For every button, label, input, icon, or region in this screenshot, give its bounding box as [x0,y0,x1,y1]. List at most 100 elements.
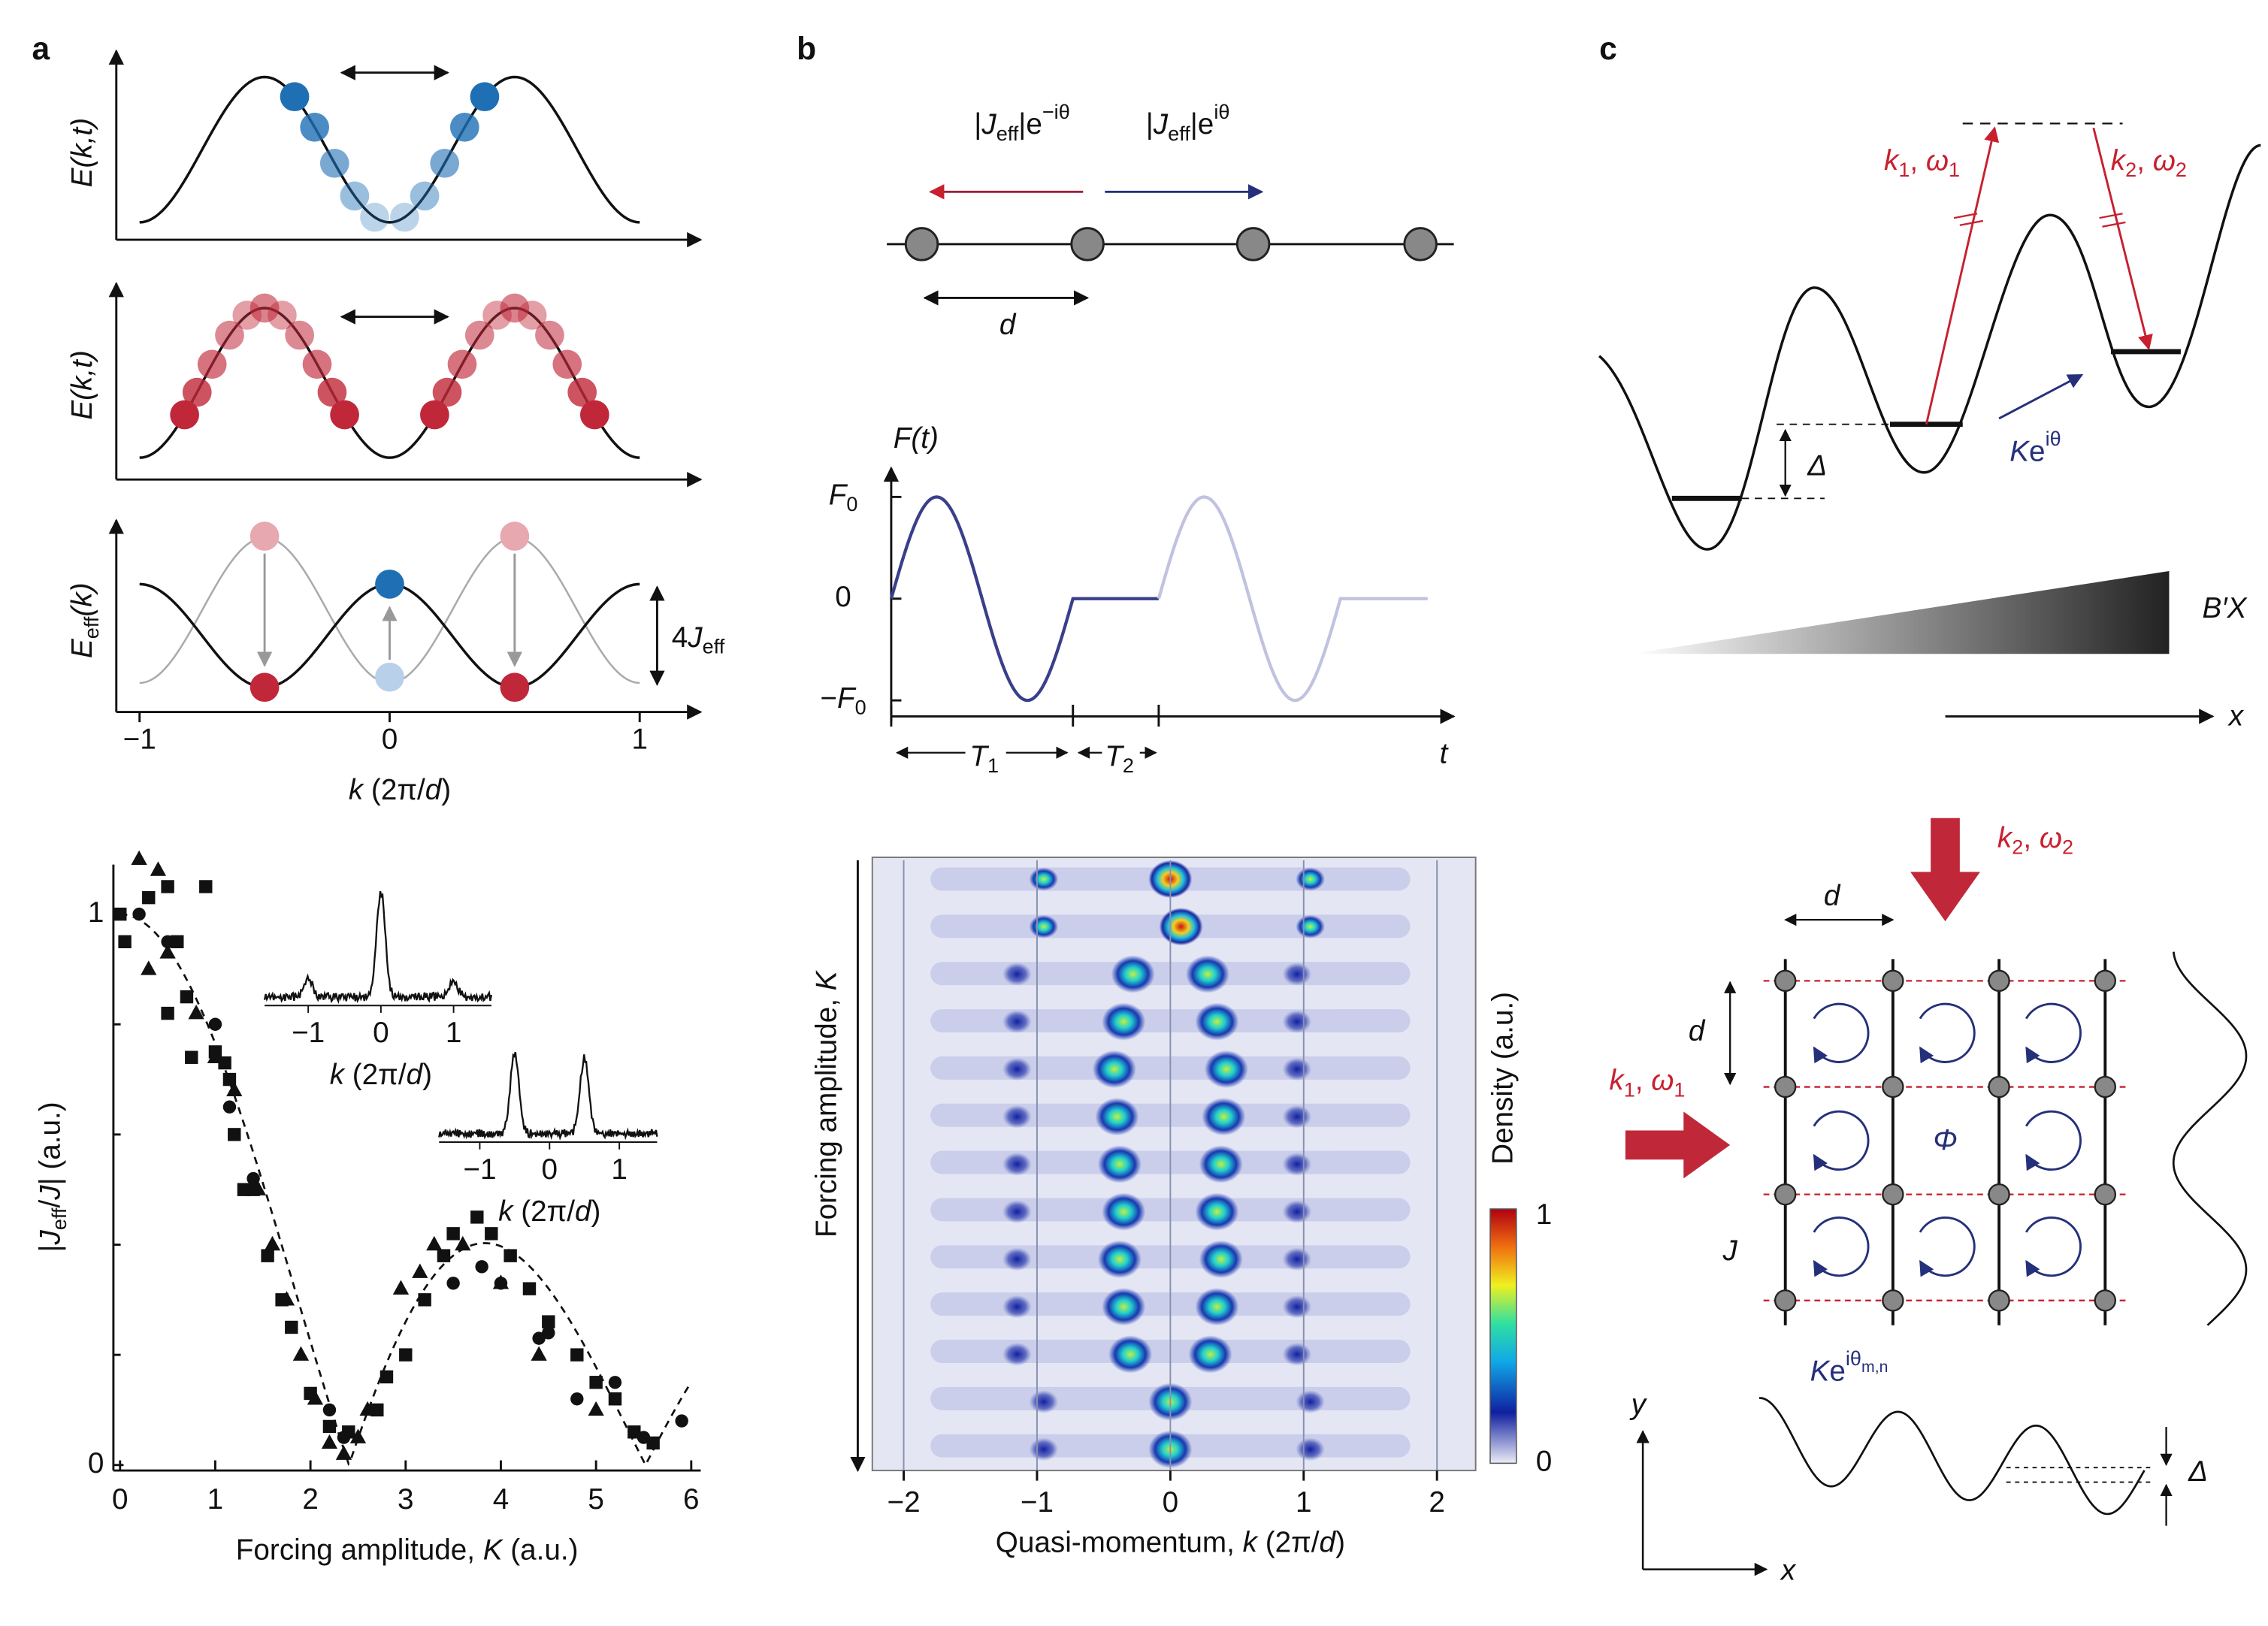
colorbar [1489,1208,1517,1464]
point [475,1260,488,1274]
curve [139,75,640,224]
y-tick-label: −F0 [820,682,866,719]
label-part: Φ [1933,1124,1957,1156]
site [904,227,939,261]
site [2094,1289,2117,1312]
label-part: k [1884,145,1900,177]
site [1070,227,1105,261]
x-tick-label: −1 [123,723,156,755]
x-tick-label: −1 [463,1153,496,1186]
density-peak [1097,1145,1142,1183]
label-part: d [407,1059,424,1091]
label-part: J [981,108,996,141]
point [359,1401,376,1416]
gradient-label: B′X [2203,592,2248,624]
site [1774,1183,1797,1206]
x-tick-label: 1 [446,1017,462,1049]
density-peak [1002,1295,1032,1319]
label-part: 0 [855,696,866,719]
drive-curve [1157,495,1428,703]
point [159,944,176,959]
point [321,1434,338,1449]
label-part: k [330,1059,346,1091]
label-part: (k) [66,583,98,617]
colorbar-tick-label: 0 [1536,1446,1553,1478]
point [531,1346,547,1361]
particle [375,570,404,599]
particle [249,293,280,323]
label-part: | [35,1244,67,1252]
label-bg [1102,738,1140,770]
label-part: k [1609,1065,1625,1097]
label-part: J [1153,108,1169,141]
density-peak [1282,1342,1312,1366]
particle [449,112,479,142]
density-peak [1029,914,1059,938]
beam-arrow [1910,818,1980,922]
point [150,861,167,876]
particle [500,293,530,323]
label-part: (a.u.) [503,1534,579,1567]
point [218,1056,231,1070]
density-peak [1102,1192,1146,1231]
x-tick-label: 2 [302,1483,319,1516]
density-peak [1199,1240,1243,1279]
density-peak [1002,1010,1032,1034]
distance-label: d [1824,880,1841,912]
point [446,1227,460,1241]
particle [390,202,419,232]
particle [500,521,530,551]
point [207,1048,224,1063]
point [542,1315,555,1328]
coupling-label: Keiθm,n [1810,1346,1888,1387]
density-peak [1296,1390,1325,1414]
x-tick-label: 2 [1429,1486,1445,1519]
label-part: E [66,638,98,658]
site [1774,1075,1797,1099]
label-part: Forcing amplitude, [811,990,843,1238]
y-tick-label: F0 [829,479,858,516]
label-part: F [829,479,848,512]
label-part: d [425,774,443,806]
density-peak [1002,1105,1032,1129]
density-peak [1029,1390,1059,1414]
label-part: k [2111,145,2127,177]
site [2094,1183,2117,1206]
label-part: ω [2153,145,2176,177]
particle [500,672,530,703]
label-part: x [2227,700,2245,733]
point [199,880,213,893]
label-part: (2π/ [1257,1527,1320,1559]
density-peak [1282,1010,1312,1034]
particle [340,181,370,211]
label-part: J [687,621,703,654]
point [226,1081,243,1096]
label-part: , [2023,822,2040,854]
site [1882,1289,1904,1312]
point [171,935,184,948]
bandwidth-label: 4Jeff [672,621,725,658]
point [278,1291,295,1306]
frame [871,857,1477,1472]
hash [2102,221,2126,228]
label-part: ) [441,774,451,806]
particle [567,377,597,407]
density-peak [1282,1200,1312,1224]
label-part: k [1997,822,2013,854]
density-peak [1199,1145,1243,1183]
label-part: | [974,108,981,141]
laser-label: k2, ω2 [1997,822,2073,859]
particle [500,293,530,323]
point [522,1282,537,1295]
label-part: iθ [2046,427,2061,450]
label-part: (2π/ [363,774,425,806]
tunneling-label: J [1722,1235,1738,1267]
site [1774,1289,1797,1312]
hash [1959,219,1984,226]
point [285,1320,298,1334]
density-peak [1282,1295,1312,1319]
particle [482,301,512,330]
x-tick-label: −1 [292,1017,325,1049]
hopping-label: |Jeff|e−iθ [974,100,1069,145]
density-peak [1204,1050,1248,1089]
